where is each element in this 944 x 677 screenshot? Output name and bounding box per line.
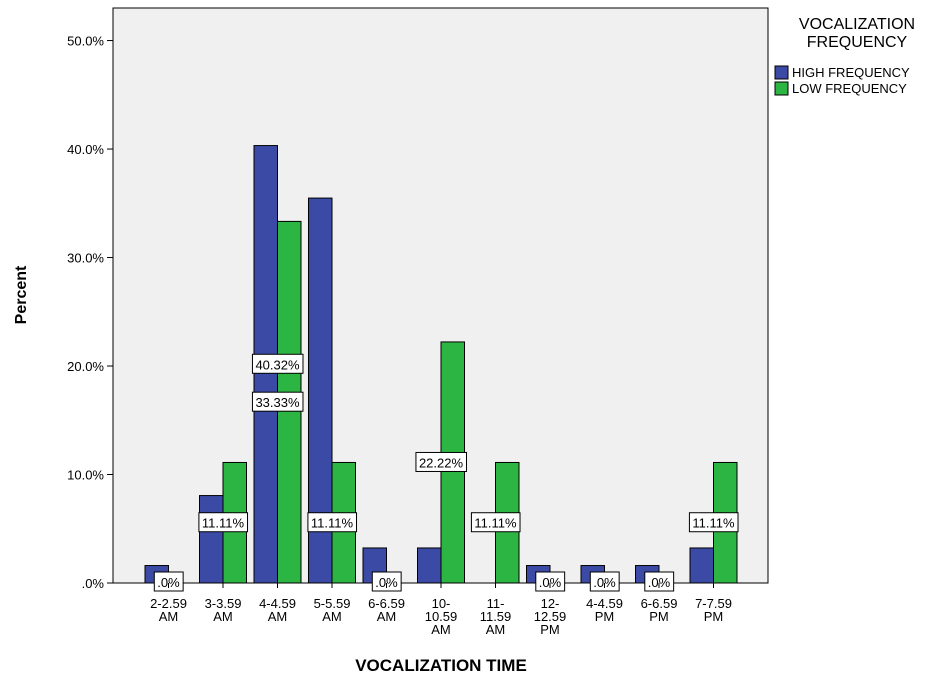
y-tick-label: 30.0% <box>67 251 104 266</box>
data-label-low-frequency: .0% <box>589 571 620 592</box>
x-axis-title: VOCALIZATION TIME <box>355 656 527 675</box>
y-tick-label: .0% <box>82 576 105 591</box>
data-label-text: 22.22% <box>419 455 464 470</box>
legend-label: LOW FREQUENCY <box>792 81 907 96</box>
data-label-box <box>307 512 358 533</box>
data-label-box <box>415 451 467 472</box>
x-tick-label: 5-5.59 AM <box>314 596 351 624</box>
x-tick-label: 3-3.59 AM <box>205 596 242 624</box>
legend-swatch <box>774 81 789 96</box>
x-tick-label-line: 11.59 <box>480 609 512 624</box>
x-tick-label: 12-12.59 PM <box>534 596 567 637</box>
data-label-low-frequency: 11.11% <box>470 512 521 533</box>
data-label-low-frequency: .0% <box>371 571 402 592</box>
bar-high-frequency <box>199 495 224 584</box>
x-tick-label-line: AM <box>268 609 288 624</box>
y-tick-label: 40.0% <box>67 142 104 157</box>
data-label-low-frequency: 11.11% <box>688 512 739 533</box>
x-tick-label-line: PM <box>540 622 560 637</box>
data-label-text: 11.11% <box>692 516 735 531</box>
y-axis-title: Percent <box>13 265 30 324</box>
x-tick-label: 4-4.59 PM <box>586 596 623 624</box>
x-tick-label: 4-4.59 AM <box>259 596 296 624</box>
data-label-text: 40.32% <box>255 357 300 372</box>
x-tick-label: 11-11.59 AM <box>480 596 512 637</box>
x-tick-label-line: PM <box>704 609 724 624</box>
x-tick-label-line: 12- <box>541 596 560 611</box>
x-tick-label: 6-6.59 AM <box>368 596 405 624</box>
data-label-text: .0% <box>648 575 671 590</box>
data-label-low-frequency: .0% <box>644 571 675 592</box>
data-label-low-frequency: .0% <box>153 571 184 592</box>
data-label-low-frequency: 22.22% <box>415 451 467 472</box>
x-tick-label-line: AM <box>322 609 342 624</box>
data-label-low-frequency: 33.33% <box>251 391 304 412</box>
x-tick-label-line: 10- <box>432 596 451 611</box>
x-tick-label-line: AM <box>431 622 451 637</box>
legend-swatch <box>774 65 789 80</box>
x-tick-label-line: AM <box>486 622 506 637</box>
x-tick-label-line: PM <box>649 609 669 624</box>
data-label-text: .0% <box>157 575 180 590</box>
data-label-box <box>589 571 620 592</box>
legend-title: FREQUENCY <box>807 34 908 51</box>
x-tick-label-line: AM <box>159 609 179 624</box>
data-label-box <box>251 391 304 412</box>
x-tick-label-line: 4-4.59 <box>586 596 623 611</box>
data-label-low-frequency: 11.11% <box>307 512 358 533</box>
bar-high-frequency <box>689 547 714 584</box>
y-axis: .0% 10.0% 20.0% 30.0% 40.0% 50.0% <box>67 34 113 591</box>
x-tick-label-line: 2-2.59 <box>150 596 187 611</box>
data-label-box <box>198 512 249 533</box>
x-tick-label-line: 5-5.59 <box>314 596 351 611</box>
data-label-box <box>688 512 739 533</box>
data-label-low-frequency: 11.11% <box>198 512 249 533</box>
x-axis: 2-2.59 AM3-3.59 AM4-4.59 AM5-5.59 AM6-6.59 AM… <box>150 583 732 637</box>
data-label-low-frequency: .0% <box>535 571 566 592</box>
legend-label: HIGH FREQUENCY <box>792 65 910 80</box>
data-label-box <box>644 571 675 592</box>
x-tick-label: 7-7.59 PM <box>695 596 732 624</box>
data-label-box <box>251 353 304 374</box>
x-tick-label-line: 6-6.59 <box>641 596 678 611</box>
x-tick-label-line: AM <box>213 609 233 624</box>
y-tick-label: 10.0% <box>67 468 104 483</box>
data-label-text: .0% <box>593 575 616 590</box>
data-label-text: 33.33% <box>255 395 300 410</box>
x-tick-label-line: 3-3.59 <box>205 596 242 611</box>
data-label-box <box>153 571 184 592</box>
data-label-box <box>371 571 402 592</box>
data-label-box <box>535 571 566 592</box>
bar-high-frequency <box>308 197 333 584</box>
x-tick-label-line: 12.59 <box>534 609 567 624</box>
data-label-text: 11.11% <box>311 516 354 531</box>
x-tick-label-line: 11- <box>487 596 505 611</box>
x-tick-label-line: 6-6.59 <box>368 596 405 611</box>
data-label-text: .0% <box>539 575 562 590</box>
x-tick-label: 2-2.59 AM <box>150 596 187 624</box>
data-label-text: 11.11% <box>202 516 245 531</box>
y-tick-label: 50.0% <box>67 34 104 49</box>
x-tick-label-line: 10.59 <box>425 609 458 624</box>
legend-title: VOCALIZATION <box>799 16 915 33</box>
bar-high-frequency <box>417 547 442 584</box>
data-label-text: 11.11% <box>474 516 517 531</box>
x-tick-label-line: 4-4.59 <box>259 596 296 611</box>
data-label-high-frequency: 40.32% <box>251 353 304 374</box>
x-tick-label-line: AM <box>377 609 397 624</box>
data-label-box <box>470 512 521 533</box>
x-tick-label-line: 7-7.59 <box>695 596 732 611</box>
data-label-text: .0% <box>375 575 398 590</box>
x-tick-label: 10-10.59 AM <box>425 596 458 637</box>
data-labels: 40.32% .0% 11.11% 33.33% 11.11% .0% 22.22% 11.1… <box>153 353 739 592</box>
x-tick-label: 6-6.59 PM <box>641 596 678 624</box>
x-tick-label-line: PM <box>595 609 615 624</box>
y-tick-label: 20.0% <box>67 359 104 374</box>
